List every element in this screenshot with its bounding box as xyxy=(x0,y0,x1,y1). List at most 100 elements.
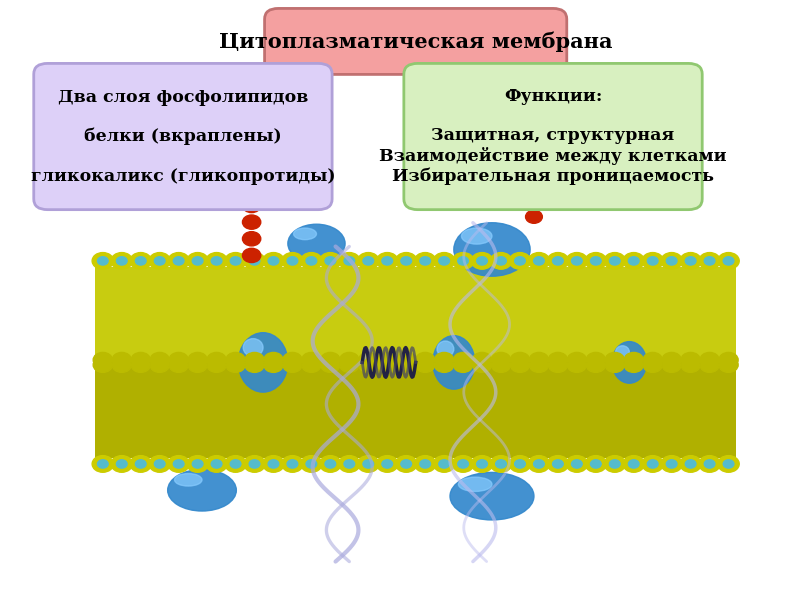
Circle shape xyxy=(325,257,336,265)
Circle shape xyxy=(92,455,114,472)
Circle shape xyxy=(242,199,261,212)
Ellipse shape xyxy=(437,341,454,357)
Circle shape xyxy=(666,460,677,468)
Circle shape xyxy=(149,455,170,472)
FancyBboxPatch shape xyxy=(95,362,736,458)
Circle shape xyxy=(358,455,379,472)
Circle shape xyxy=(434,358,454,373)
Circle shape xyxy=(490,253,512,269)
Circle shape xyxy=(168,253,190,269)
Circle shape xyxy=(514,257,526,265)
Circle shape xyxy=(401,460,411,468)
Circle shape xyxy=(111,253,133,269)
Circle shape xyxy=(111,455,133,472)
Ellipse shape xyxy=(288,224,345,263)
Circle shape xyxy=(264,352,283,367)
Circle shape xyxy=(458,257,469,265)
Circle shape xyxy=(452,253,474,269)
Circle shape xyxy=(395,253,417,269)
Circle shape xyxy=(604,253,626,269)
Circle shape xyxy=(718,455,739,472)
Circle shape xyxy=(526,210,542,223)
Circle shape xyxy=(168,455,190,472)
Circle shape xyxy=(226,352,245,367)
Circle shape xyxy=(604,455,626,472)
Circle shape xyxy=(130,455,151,472)
Circle shape xyxy=(283,352,302,367)
Circle shape xyxy=(491,352,510,367)
Circle shape xyxy=(490,455,512,472)
Circle shape xyxy=(585,455,606,472)
Circle shape xyxy=(567,358,586,373)
Circle shape xyxy=(226,358,245,373)
Circle shape xyxy=(686,257,696,265)
Circle shape xyxy=(718,253,739,269)
Circle shape xyxy=(661,253,682,269)
Circle shape xyxy=(434,455,455,472)
Circle shape xyxy=(666,257,677,265)
Circle shape xyxy=(628,460,639,468)
Circle shape xyxy=(358,352,378,367)
Circle shape xyxy=(325,460,336,468)
Circle shape xyxy=(169,352,188,367)
Circle shape xyxy=(647,460,658,468)
Circle shape xyxy=(510,455,530,472)
Ellipse shape xyxy=(612,341,646,383)
Circle shape xyxy=(244,455,265,472)
Circle shape xyxy=(397,358,416,373)
Circle shape xyxy=(397,352,416,367)
Circle shape xyxy=(242,165,261,179)
Circle shape xyxy=(358,253,379,269)
Circle shape xyxy=(264,358,283,373)
Circle shape xyxy=(414,455,436,472)
Circle shape xyxy=(680,253,702,269)
Circle shape xyxy=(699,455,720,472)
Circle shape xyxy=(268,460,279,468)
Ellipse shape xyxy=(174,473,202,486)
Circle shape xyxy=(473,358,492,373)
Circle shape xyxy=(643,352,662,367)
Ellipse shape xyxy=(450,472,534,520)
Circle shape xyxy=(338,253,360,269)
Circle shape xyxy=(643,358,662,373)
Circle shape xyxy=(283,358,302,373)
Circle shape xyxy=(169,358,188,373)
Circle shape xyxy=(681,352,700,367)
Circle shape xyxy=(628,257,639,265)
Ellipse shape xyxy=(238,332,288,392)
Circle shape xyxy=(174,257,184,265)
Circle shape xyxy=(530,358,549,373)
Circle shape xyxy=(610,460,620,468)
Circle shape xyxy=(301,455,322,472)
Circle shape xyxy=(420,460,430,468)
Ellipse shape xyxy=(243,338,263,356)
Circle shape xyxy=(302,352,321,367)
FancyBboxPatch shape xyxy=(95,267,736,362)
Circle shape xyxy=(699,253,720,269)
Circle shape xyxy=(245,358,264,373)
Circle shape xyxy=(117,460,127,468)
Circle shape xyxy=(249,460,260,468)
Circle shape xyxy=(642,455,663,472)
Circle shape xyxy=(225,455,246,472)
Circle shape xyxy=(624,358,643,373)
Circle shape xyxy=(382,257,393,265)
Circle shape xyxy=(605,358,624,373)
Circle shape xyxy=(510,352,530,367)
Circle shape xyxy=(454,352,473,367)
Circle shape xyxy=(363,257,374,265)
Circle shape xyxy=(434,253,455,269)
Circle shape xyxy=(282,253,303,269)
Circle shape xyxy=(262,455,284,472)
Circle shape xyxy=(131,358,150,373)
Circle shape xyxy=(510,253,530,269)
Circle shape xyxy=(130,253,151,269)
Circle shape xyxy=(154,460,165,468)
Ellipse shape xyxy=(454,223,530,276)
Circle shape xyxy=(534,460,544,468)
Circle shape xyxy=(624,352,643,367)
Text: Цитоплазматическая мембрана: Цитоплазматическая мембрана xyxy=(219,31,613,52)
Circle shape xyxy=(321,352,340,367)
Circle shape xyxy=(528,253,550,269)
Circle shape xyxy=(207,358,226,373)
